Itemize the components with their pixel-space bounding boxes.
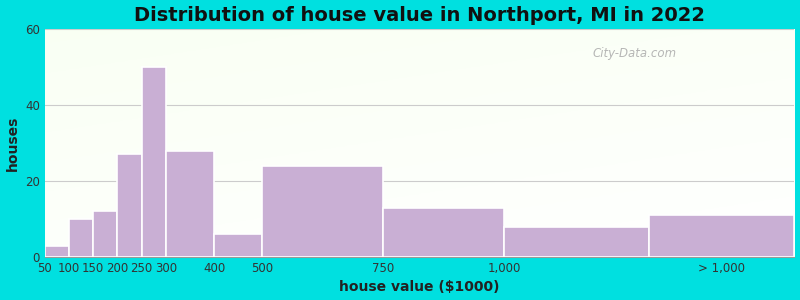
Bar [69,219,94,257]
Bar [262,166,383,257]
Title: Distribution of house value in Northport, MI in 2022: Distribution of house value in Northport… [134,6,705,25]
Bar [504,226,650,257]
Bar [383,208,504,257]
X-axis label: house value ($1000): house value ($1000) [339,280,500,294]
Y-axis label: houses: houses [6,115,19,171]
Bar [142,67,166,257]
Bar [118,154,142,257]
Bar [214,234,262,257]
Bar [166,151,214,257]
Bar [94,212,118,257]
Bar [650,215,794,257]
Text: City-Data.com: City-Data.com [592,47,676,60]
Bar [45,246,69,257]
